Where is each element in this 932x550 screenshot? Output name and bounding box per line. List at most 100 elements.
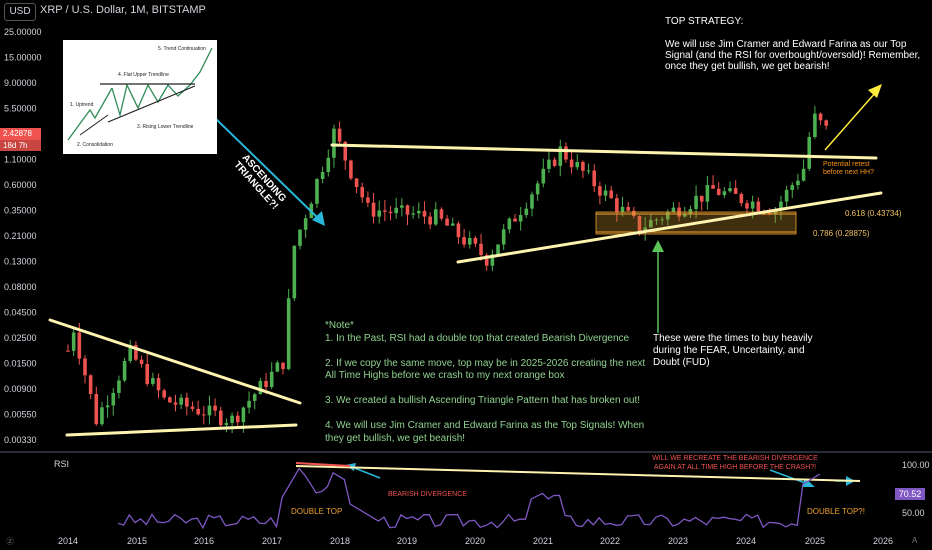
candle-body [315, 178, 319, 204]
falling-wedge-bottom [65, 423, 298, 437]
candle-body [722, 191, 727, 195]
countdown-tag: 18d 7h [0, 140, 41, 151]
candle-body [218, 410, 223, 426]
svg-text:2. Consolidation: 2. Consolidation [77, 142, 113, 148]
candle-body [168, 397, 172, 403]
candle-body [354, 178, 359, 188]
candle-body [298, 229, 302, 246]
candle-body [145, 363, 150, 384]
candle-body [151, 378, 155, 384]
price-axis-label: 0.00550 [4, 410, 37, 420]
candle-body [337, 128, 342, 142]
time-axis-label: 2015 [127, 536, 147, 546]
candle-body [756, 201, 761, 212]
fib-618-label: 0.618 (0.43734) [845, 209, 902, 218]
time-axis-label: 2017 [262, 536, 282, 546]
candle-body [111, 392, 116, 406]
candle-body [207, 405, 212, 416]
double-top-label: DOUBLE TOP [291, 507, 342, 516]
rsi-level-50: 50.00 [902, 508, 925, 518]
time-axis-label: 2025 [805, 536, 825, 546]
candle-body [190, 406, 195, 409]
price-axis-label: 5.50000 [4, 104, 37, 114]
top-strategy-title: TOP STRATEGY: [665, 16, 744, 27]
candle-body [445, 218, 449, 226]
candle-body [235, 415, 240, 423]
price-axis-label: 0.02500 [4, 333, 37, 343]
candle-body [643, 227, 647, 233]
time-axis-label: 2016 [194, 536, 214, 546]
candle-body [450, 223, 455, 226]
candle-body [303, 218, 308, 230]
candle-body [632, 210, 636, 216]
candle-body [400, 205, 404, 208]
currency-button[interactable]: USD [4, 3, 36, 21]
candle-body [128, 345, 133, 361]
candle-body [490, 254, 495, 266]
time-axis-label: 2018 [330, 536, 350, 546]
rsi-current-value: 70.52 [895, 488, 925, 500]
candle-body [422, 210, 427, 217]
candle-body [733, 188, 738, 194]
candle-body [77, 332, 82, 359]
candle-body [88, 375, 93, 395]
price-axis-label: 0.13000 [4, 257, 37, 267]
rsi-trendline [295, 465, 861, 482]
candle-body [649, 219, 653, 228]
candle-body [349, 160, 353, 179]
svg-text:3. Rising Lower Trendline: 3. Rising Lower Trendline [137, 124, 194, 130]
candle-body [615, 198, 619, 212]
price-axis-label: 0.08000 [4, 282, 37, 292]
trendlines [48, 143, 883, 437]
candle-body [535, 183, 540, 195]
price-axis-label: 15.00000 [4, 53, 42, 63]
candle-body [264, 380, 268, 387]
candle-body [688, 209, 693, 214]
price-axis-label: 0.00900 [4, 384, 37, 394]
top-strategy-body: We will use Jim Cramer and Edward Farina… [665, 39, 921, 72]
candle-body [83, 358, 87, 376]
candle-body [654, 219, 659, 221]
candle-body [247, 400, 251, 408]
auto-scale-button[interactable]: A [912, 536, 918, 545]
candle-body [479, 243, 483, 256]
candle-body [541, 168, 546, 184]
ascending-triangle-inset: 1. Uptrend 2. Consolidation 3. Rising Lo… [63, 40, 217, 154]
tradingview-logo-icon[interactable]: Ⓩ [6, 537, 14, 546]
candle-body [105, 405, 110, 408]
candle-body [484, 255, 489, 266]
time-axis-label: 2021 [533, 536, 553, 546]
candle-body [411, 213, 415, 215]
candle-body [671, 207, 676, 212]
candle-body [162, 390, 166, 398]
candle-body [439, 209, 444, 219]
candle-body [366, 197, 370, 203]
time-axis: 2014 2015 2016 2017 2018 2019 2020 2021 2022 2023… [58, 536, 893, 546]
candle-body [405, 205, 410, 215]
candle-body [552, 159, 557, 166]
candle-body [711, 185, 715, 189]
candle-body [394, 207, 398, 214]
fib-786-label: 0.786 (0.28875) [813, 229, 870, 238]
candle-body [462, 237, 466, 245]
candle-body [699, 195, 704, 202]
candle-body [569, 159, 574, 168]
candle-body [383, 210, 387, 212]
candle-body [790, 185, 795, 190]
candle-body [801, 168, 806, 181]
candle-body [728, 188, 732, 192]
candle-body [558, 146, 563, 166]
candle-body [518, 215, 523, 222]
price-axis-label: 0.21000 [4, 231, 37, 241]
candle-body [224, 422, 229, 426]
price-axis-label: 1.10000 [4, 155, 37, 165]
candle-body [100, 407, 104, 425]
candle-body [179, 397, 183, 405]
candle-body [513, 218, 517, 222]
candle-body [507, 218, 512, 230]
time-axis-label: 2023 [668, 536, 688, 546]
candle-body [784, 189, 789, 202]
buy-times-text: These were the times to buy heavily duri… [653, 333, 813, 368]
candle-body [122, 360, 127, 381]
